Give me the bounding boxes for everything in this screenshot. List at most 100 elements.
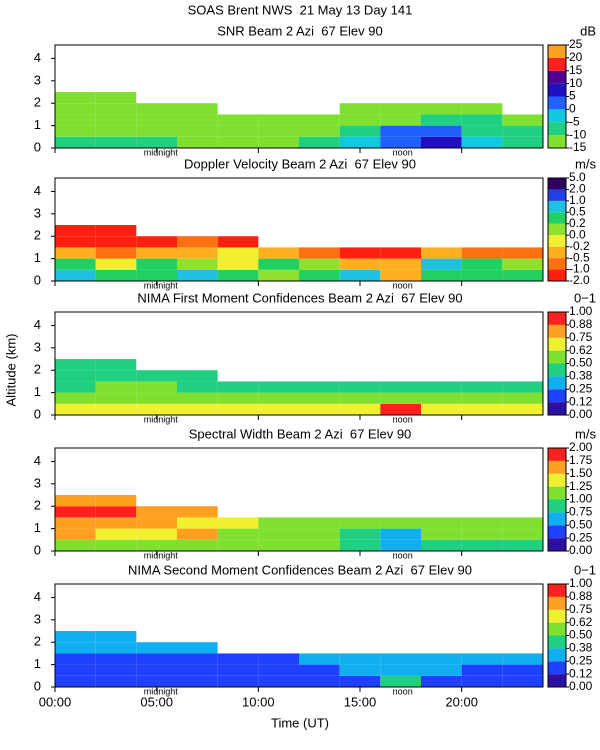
colorbar-tick-label: 0.00 [569, 407, 593, 421]
heatmap-cell [177, 103, 218, 115]
heatmap-cell [177, 528, 218, 540]
colorbar-segment [548, 661, 566, 675]
colorbar-tick-label: 10 [569, 76, 583, 90]
heatmap-cell [55, 381, 96, 393]
heatmap-cell [95, 258, 137, 270]
heatmap-cell [55, 517, 96, 529]
heatmap-cell [299, 136, 340, 148]
heatmap-cell [502, 517, 543, 529]
heatmap-cell [339, 269, 381, 281]
heatmap-cell [95, 506, 137, 518]
heatmap-cell [461, 528, 503, 540]
heatmap-cell [95, 359, 137, 371]
heatmap-cell [136, 539, 177, 551]
heatmap-cell [177, 381, 218, 393]
y-tick-label: 1 [34, 117, 41, 132]
heatmap-cell [136, 403, 177, 415]
heatmap-cell [177, 258, 218, 270]
heatmap-cell [461, 103, 503, 115]
y-tick-label: 0 [34, 272, 41, 287]
colorbar-tick-label: 0.50 [569, 517, 593, 531]
colorbar-tick-label: 0.88 [569, 317, 593, 331]
heatmap-cell [177, 642, 218, 654]
heatmap-cell [502, 539, 543, 551]
colorbar-tick-label: 0.88 [569, 589, 593, 603]
heatmap-cell [299, 114, 340, 126]
colorbar-tick-label: 0.00 [569, 543, 593, 557]
heatmap-cell [95, 528, 137, 540]
colorbar-tick-label: 1.0 [569, 193, 586, 207]
colorbar-tick-label: 0.2 [569, 216, 586, 230]
y-tick-label: 2 [34, 228, 41, 243]
colorbar-segment [548, 109, 566, 123]
heatmap-cell [258, 258, 299, 270]
heatmap-cell [339, 125, 381, 137]
heatmap-cell [461, 258, 503, 270]
y-tick-label: 1 [34, 656, 41, 671]
heatmap-cell [136, 528, 177, 540]
colorbar-tick-label: -15 [569, 140, 587, 154]
colorbar-segment [548, 200, 566, 213]
heatmap-cell [177, 269, 218, 281]
colorbar-tick-label: 1.50 [569, 466, 593, 480]
heatmap-cell [55, 528, 96, 540]
heatmap-cell [95, 631, 137, 643]
colorbar-tick-label: 0.50 [569, 356, 593, 370]
colorbar-segment [548, 189, 566, 201]
colorbar-segment [548, 486, 566, 500]
heatmap-cell [217, 269, 259, 281]
colorbar-segment [548, 269, 566, 281]
heatmap-cell [136, 114, 177, 126]
heatmap-cell [299, 528, 340, 540]
colorbar-tick-label: 0.62 [569, 615, 593, 629]
plot-frame [54, 447, 544, 552]
colorbar-tick-label: 0.12 [569, 394, 593, 408]
panel-title: Spectral Width Beam 2 Azi 67 Elev 90 [189, 426, 412, 441]
y-tick-label: 0 [34, 678, 41, 693]
annotation: noon [393, 550, 413, 560]
heatmap-cell [502, 664, 543, 676]
x-tick-label: 15:00 [344, 694, 377, 709]
heatmap-cell [339, 114, 381, 126]
heatmap-cell [95, 381, 137, 393]
colorbar-segment [548, 96, 566, 110]
colorbar-segment [548, 538, 566, 551]
heatmap-cell [461, 539, 503, 551]
heatmap-cell [421, 653, 462, 665]
colorbar-tick-label: 0.00 [569, 679, 593, 693]
heatmap-cell [55, 125, 96, 137]
y-tick-label: 3 [34, 339, 41, 354]
colorbar-segment [548, 337, 566, 351]
plot-frame [54, 583, 544, 688]
heatmap-cell [258, 392, 299, 404]
heatmap-cell [380, 392, 421, 404]
colorbar-segment [548, 376, 566, 390]
y-tick-label: 4 [34, 589, 41, 604]
heatmap-cell [421, 114, 462, 126]
annotation: midnight [144, 414, 179, 424]
heatmap-cell [217, 539, 259, 551]
colorbar-tick-label: -5 [569, 114, 580, 128]
heatmap-cell [177, 506, 218, 518]
heatmap-cell [136, 653, 177, 665]
colorbar-segment [548, 460, 566, 474]
y-tick-label: 0 [34, 542, 41, 557]
colorbar-segment [548, 473, 566, 487]
heatmap-cell [55, 403, 96, 415]
colorbar-tick-label: 0 [569, 102, 576, 116]
y-tick-label: 3 [34, 205, 41, 220]
heatmap-cell [55, 225, 96, 237]
heatmap-cell [258, 539, 299, 551]
colorbar-tick-label: 15 [569, 63, 583, 77]
heatmap-cell [136, 506, 177, 518]
heatmap-cell [177, 370, 218, 382]
heatmap-cell [299, 269, 340, 281]
heatmap-cell [95, 236, 137, 248]
heatmap-cell [55, 370, 96, 382]
heatmap-cell [177, 653, 218, 665]
colorbar-segment [548, 609, 566, 623]
heatmap-cell [258, 664, 299, 676]
heatmap-cell [380, 125, 421, 137]
heatmap-cell [95, 114, 137, 126]
heatmap-cell [299, 403, 340, 415]
